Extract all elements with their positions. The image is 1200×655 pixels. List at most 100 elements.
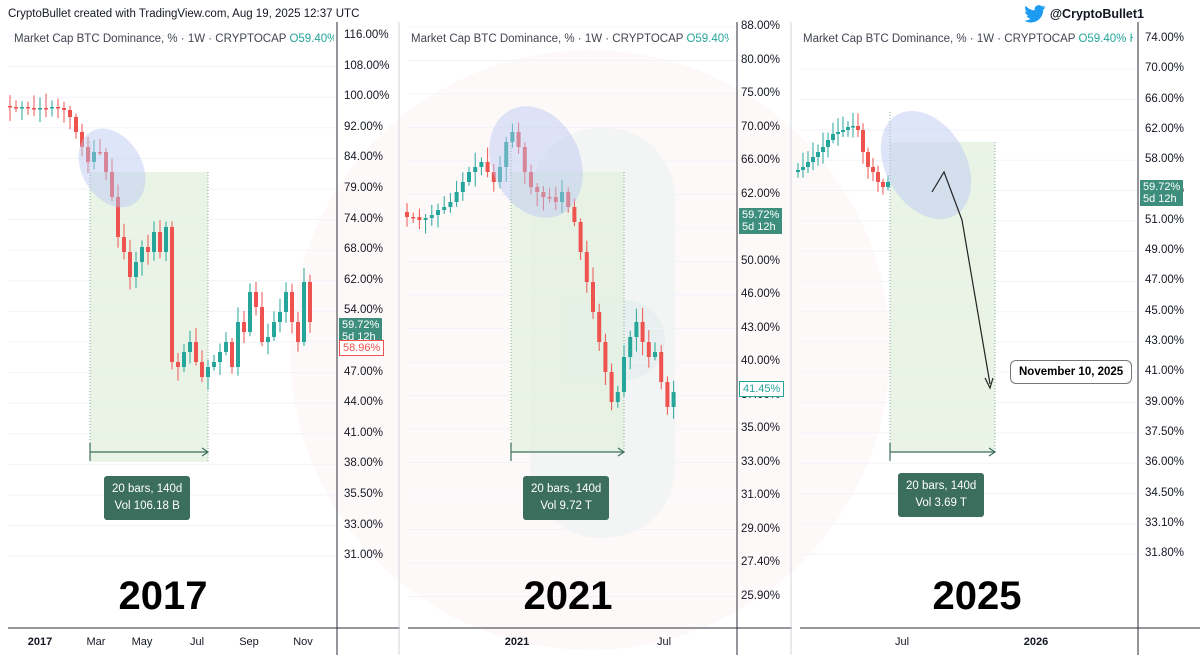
candle (423, 218, 428, 220)
chart-plot (405, 22, 792, 655)
price-value: 58.96% (343, 342, 381, 354)
candle (224, 342, 228, 352)
candle (38, 108, 42, 110)
candle (522, 147, 527, 172)
y-tick-label: 88.00% (741, 20, 781, 32)
candle (14, 107, 18, 109)
candle (646, 342, 651, 357)
range-bars: 20 bars, 140d (112, 483, 183, 495)
x-tick-label: Jul (894, 636, 910, 648)
y-tick-label: 38.00% (344, 457, 384, 470)
candle (218, 352, 222, 362)
candle (846, 127, 850, 130)
y-tick-label: 45.00% (1145, 304, 1185, 317)
candle (308, 282, 312, 322)
y-tick-label: 62.00% (741, 187, 781, 200)
y-tick-label: 31.00% (344, 549, 384, 562)
year-label: 2025 (932, 574, 1022, 618)
candle (886, 182, 890, 187)
chart-legend: Market Cap BTC Dominance, % · 1W · CRYPT… (411, 33, 729, 45)
candle (128, 252, 132, 277)
projection-arrow-head (984, 377, 994, 390)
candle (176, 362, 180, 367)
candle (529, 172, 533, 187)
y-tick-label: 33.00% (344, 518, 384, 531)
candle (236, 322, 240, 367)
candle (122, 237, 126, 252)
y-tick-label: 58.00% (1145, 153, 1185, 166)
range-info-box: 20 bars, 140d Vol 106.18 B (104, 476, 191, 520)
candle (491, 172, 496, 182)
candle (866, 152, 870, 167)
y-tick-label: 37.50% (1145, 425, 1185, 438)
candle (98, 152, 102, 154)
y-tick-label: 47.00% (344, 365, 384, 378)
legend-ohlc: O59.40%... (289, 33, 334, 45)
y-tick-label: 49.00% (1145, 244, 1185, 257)
y-tick-label: 35.00% (741, 422, 781, 434)
handle-text: @CryptoBullet1 (1049, 7, 1144, 21)
candle (622, 357, 626, 392)
y-tick-label: 31.80% (1145, 547, 1185, 560)
x-tick-label: 2021 (504, 636, 530, 648)
candle (442, 207, 447, 210)
y-tick-label: 40.00% (741, 355, 781, 367)
date-range-fill (511, 172, 624, 452)
candle (796, 170, 800, 172)
y-tick-label: 39.00% (1145, 395, 1185, 408)
x-tick-label: Jul (189, 636, 205, 648)
x-tick-label: May (131, 636, 153, 648)
y-tick-label: 35.50% (344, 488, 384, 500)
candle (473, 167, 478, 172)
range-volume: Vol 106.18 B (114, 500, 180, 512)
candle (68, 110, 72, 117)
y-tick-label: 46.00% (741, 288, 781, 300)
y-tick-label: 62.00% (344, 273, 384, 286)
y-tick-label: 43.00% (1145, 335, 1185, 347)
candle (584, 252, 589, 282)
price-value: 41.45% (743, 383, 781, 395)
y-tick-label: 33.10% (1145, 516, 1185, 529)
y-tick-label: 66.00% (741, 154, 781, 166)
chart-panel-2021: Market Cap BTC Dominance, % · 1W · CRYPT… (400, 20, 792, 655)
y-tick-label: 36.00% (1145, 456, 1185, 469)
candle (841, 130, 845, 132)
range-volume: Vol 3.69 T (915, 497, 967, 509)
chart-plot (8, 22, 400, 655)
highlight-ellipse (880, 110, 972, 220)
y-tick-label: 33.00% (741, 455, 781, 468)
candle (454, 192, 459, 202)
y-tick-label: 100.00% (344, 90, 390, 103)
candle (206, 367, 210, 377)
y-tick-label: 79.00% (344, 182, 384, 194)
chart-legend: Market Cap BTC Dominance, % · 1W · CRYPT… (803, 33, 1133, 45)
candle (62, 108, 66, 110)
candle (861, 130, 865, 152)
candle (801, 167, 805, 170)
candle (665, 382, 670, 407)
price-label: 41.45% (739, 381, 785, 397)
twitter-bird-icon (1024, 5, 1046, 23)
x-tick-label: 2017 (27, 636, 53, 648)
candle (856, 126, 860, 130)
candle (659, 352, 664, 382)
x-tick-label: Sep (239, 636, 259, 648)
x-tick-label: Jul (656, 636, 672, 648)
candle (284, 292, 288, 312)
candle (290, 292, 294, 322)
candle (74, 117, 78, 132)
chart-legend: Market Cap BTC Dominance, % · 1W · CRYPT… (14, 33, 334, 45)
candle (504, 142, 509, 167)
candle (460, 182, 465, 192)
target-date-callout: November 10, 2025 (1010, 360, 1133, 384)
y-tick-label: 41.00% (344, 426, 384, 439)
candle (50, 107, 54, 109)
y-tick-label: 31.00% (741, 489, 781, 501)
candle (56, 107, 60, 109)
candle (811, 157, 815, 162)
candle (591, 282, 595, 312)
candle (560, 192, 564, 202)
candle (200, 362, 204, 377)
price-value: 59.72% (1143, 181, 1181, 193)
candle (194, 342, 198, 362)
